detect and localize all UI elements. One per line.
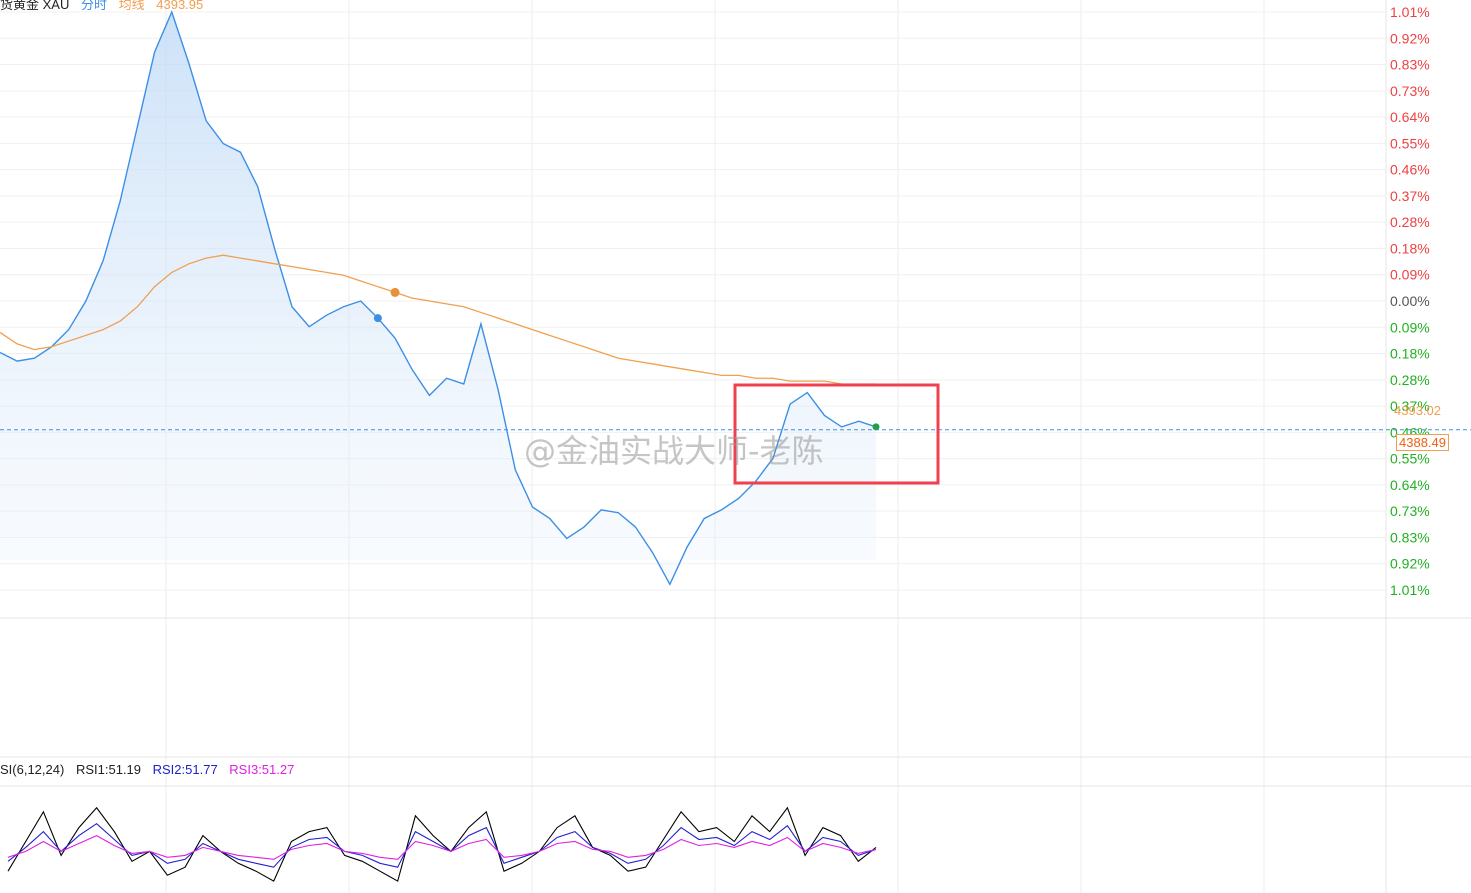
y-tick-label: 0.73%: [1390, 83, 1430, 99]
y-tick-label: 0.37%: [1390, 398, 1430, 414]
y-tick-label: 0.73%: [1390, 503, 1430, 519]
highlight-box: [733, 383, 940, 485]
rsi-params: SI(6,12,24): [0, 762, 65, 777]
y-tick-label: 0.18%: [1390, 346, 1430, 362]
rsi2-line: [7, 823, 877, 868]
price-line: [0, 10, 877, 586]
instrument-label: 货黄金 XAU: [0, 0, 70, 12]
rsi3-value: RSI3:51.27: [229, 762, 295, 777]
chart-header: 货黄金 XAU 分时 均线 4393.95: [0, 0, 211, 13]
y-tick-label: 0.92%: [1390, 556, 1430, 572]
y-tick-label: 0.00%: [1390, 293, 1430, 309]
average-line: [0, 254, 876, 385]
current-price-tag: 4388.49: [1396, 434, 1449, 451]
rsi3-line: [7, 834, 877, 860]
rsi1-line: [7, 806, 877, 882]
rsi2-value: RSI2:51.77: [152, 762, 218, 777]
rsi-header: SI(6,12,24) RSI1:51.19 RSI2:51.77 RSI3:5…: [0, 762, 302, 777]
y-tick-label: 0.09%: [1390, 319, 1430, 335]
y-tick-label: 0.28%: [1390, 372, 1430, 388]
y-tick-label: 0.09%: [1390, 267, 1430, 283]
price-marker: [373, 314, 382, 323]
y-tick-label: 0.18%: [1390, 240, 1430, 256]
average-marker: [390, 287, 400, 297]
y-tick-label: 0.92%: [1390, 30, 1430, 46]
y-tick-label: 0.83%: [1390, 529, 1430, 545]
watermark: @金油实战大师-老陈: [524, 432, 824, 470]
price-area: [0, 12, 876, 585]
y-tick-label: 0.55%: [1390, 451, 1430, 467]
last-price-tag: 4393.02: [1394, 403, 1441, 418]
y-tick-label: 1.01%: [1390, 4, 1430, 20]
y-tick-label: 0.46%: [1390, 162, 1430, 178]
mode-label[interactable]: 分时: [80, 0, 107, 12]
y-tick-label: 1.01%: [1390, 582, 1430, 598]
avg-label: 均线: [118, 0, 145, 12]
y-tick-label: 0.64%: [1390, 109, 1430, 125]
y-tick-label: 0.64%: [1390, 477, 1430, 493]
y-tick-label: 0.37%: [1390, 188, 1430, 204]
y-tick-label: 0.28%: [1390, 214, 1430, 230]
y-tick-label: 0.55%: [1390, 135, 1430, 151]
avg-value: 4393.95: [156, 0, 204, 12]
last-point-marker: [872, 423, 880, 431]
rsi1-value: RSI1:51.19: [75, 762, 141, 777]
y-tick-label: 0.83%: [1390, 57, 1430, 73]
